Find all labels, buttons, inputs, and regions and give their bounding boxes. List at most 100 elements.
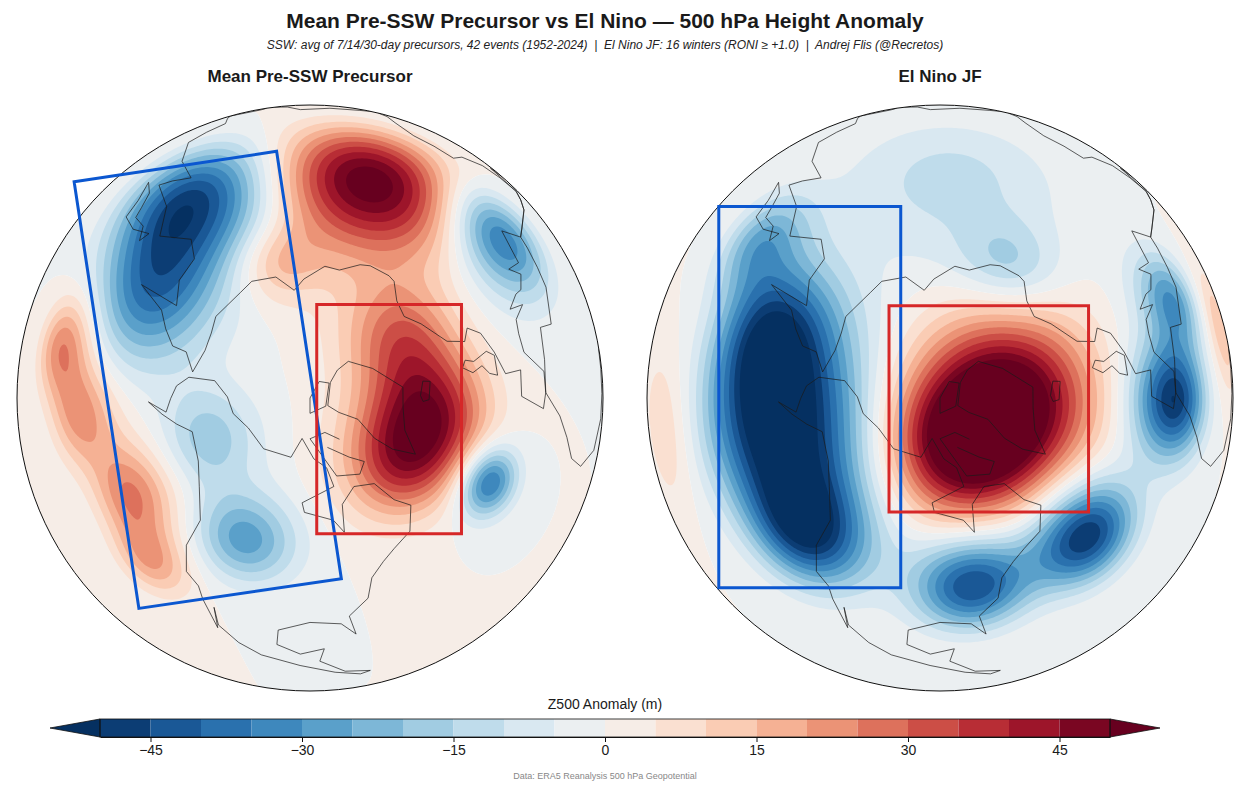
colorbar-bin [807,719,858,737]
colorbar-bin [403,719,454,737]
contour-fill [17,105,605,693]
tick: −45 [139,737,163,758]
colorbar-bin [555,719,606,737]
tick: 15 [749,737,765,758]
colorbar-bin [1060,719,1111,737]
anomaly-field [647,105,1235,693]
contour-fill [17,105,605,693]
contour-fill [907,334,1075,504]
colorbar-bin [959,719,1010,737]
colorbar-bin [706,719,757,737]
anomaly-field [17,105,605,693]
contour-fill [927,359,1050,483]
contour-fill [86,133,559,593]
contour-fill [334,158,449,471]
panel-title: El Nino JF [898,67,981,86]
contour-fill [724,276,1193,607]
contour-fill [309,142,467,493]
tick-label: 45 [1052,742,1068,758]
highlight-box [889,306,1089,512]
coastline [328,361,416,454]
coastlines [126,107,602,674]
contour-fill [131,174,228,312]
colorbar-frame [100,719,1110,737]
contour-fill [719,241,1196,612]
contour-fill [702,206,1205,628]
coastline [772,107,1176,409]
contour-fill [116,161,526,553]
highlight-box [74,151,341,608]
colorbar-bin [151,719,202,737]
colorbar-extend-low [50,719,100,737]
colorbar-bin [757,719,808,737]
colorbar-label: Z500 Anomaly (m) [548,696,662,712]
contour-fill [151,190,209,275]
panel-title: Mean Pre-SSW Precursor [207,67,412,86]
contour-fill [317,147,461,486]
coastline [940,432,994,476]
subtitle: SSW: avg of 7/14/30-day precursors, 42 e… [267,38,944,52]
tick-label: 15 [749,742,765,758]
contour-fill [714,226,1199,617]
contour-fill [689,128,1214,643]
highlight-box [719,206,901,587]
tick-label: −30 [291,742,315,758]
contour-fill [169,205,194,238]
tick-label: 30 [901,742,917,758]
title: Mean Pre-SSW Precursor vs El Nino — 500 … [286,9,924,32]
contour-fill [729,291,1189,600]
contour-fill [734,301,1184,554]
colorbar-bin [252,719,303,737]
contour-fill [917,346,1062,493]
coastline [1093,351,1128,375]
contour-fill [325,152,455,479]
colorbar-bin [858,719,909,737]
contour-fill [912,340,1069,499]
contour-fill [103,149,540,573]
tick-label: −15 [442,742,466,758]
tick: 45 [1052,737,1068,758]
colorbar-bin [353,719,404,737]
tick: −15 [442,737,466,758]
tick: 0 [602,737,610,758]
colorbar-bin [1009,719,1060,737]
figure: Mean Pre-SSW Precursor vs El Nino — 500 … [0,0,1250,791]
colorbar-bin [302,719,353,737]
colorbar-axis: −45 −30 −15 0 15 30 45 [101,737,1111,758]
coastline [1050,381,1060,401]
contour-fill [708,215,1202,622]
colorbar: Z500 Anomaly (m) −45 −30 −15 0 15 30 45 [50,696,1160,758]
colorbar-bin [100,719,151,737]
globe-outline [17,105,603,691]
colorbar-bin [605,719,656,737]
contour-fill [96,142,548,582]
coastline [940,381,959,413]
coastline [1120,168,1232,466]
contour-fill [922,353,1056,489]
colorbar-bin [656,719,707,737]
colorbar-extend-high [1110,719,1160,737]
contour-fill [647,105,1235,693]
globe-outline [647,105,1233,691]
contour-fill [903,327,1083,508]
tick-label: −45 [139,742,163,758]
coastline [126,182,149,240]
tick: −30 [291,737,315,758]
contour-fill [110,155,534,564]
contour-fill [898,321,1090,513]
colorbar-bin [201,719,252,737]
source-note: Data: ERA5 Reanalysis 500 hPa Geopotenti… [513,771,697,781]
tick: 30 [901,737,917,758]
coastline [958,361,1046,454]
coastline [142,107,546,409]
coastline [463,351,498,375]
contour-fill [696,153,1209,634]
highlight-box [317,305,462,534]
tick-label: 0 [602,742,610,758]
colorbar-bin [504,719,555,737]
coastline [778,377,1040,674]
colorbar-bin [908,719,959,737]
coastline [148,377,410,674]
coastline [490,168,602,466]
colorbar-bin [454,719,505,737]
